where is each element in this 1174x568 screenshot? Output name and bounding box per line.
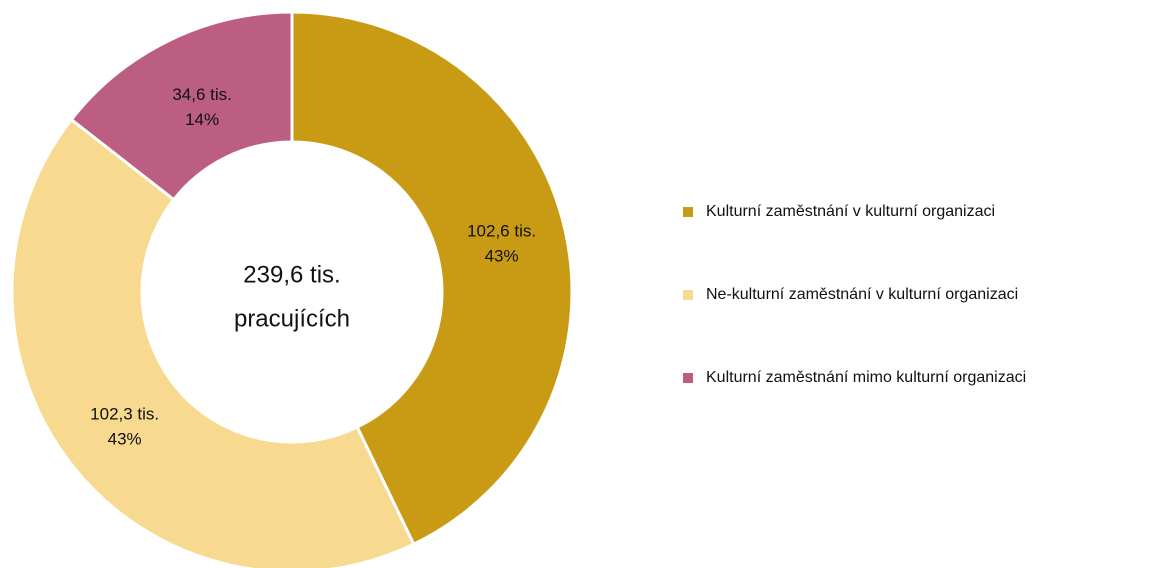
legend-swatch	[683, 207, 693, 217]
slice-label: 14%	[185, 110, 219, 129]
slice	[10, 117, 416, 568]
slice-label: 43%	[485, 247, 519, 266]
legend-text: Kulturní zaměstnání v kulturní organizac…	[706, 203, 995, 220]
legend-swatch	[683, 373, 693, 383]
legend-text: Kulturní zaměstnání mimo kulturní organi…	[706, 369, 1026, 386]
slice	[69, 10, 294, 202]
slice	[290, 10, 574, 547]
center-label: 239,6 tis.	[243, 261, 340, 288]
slice-label: 43%	[108, 429, 142, 448]
slice-label: 102,6 tis.	[467, 222, 536, 241]
legend-swatch	[683, 290, 693, 300]
slice-label: 102,3 tis.	[90, 404, 159, 423]
slice-label: 34,6 tis.	[172, 85, 232, 104]
legend-text: Ne-kulturní zaměstnání v kulturní organi…	[706, 286, 1018, 303]
center-label: pracujících	[234, 305, 350, 332]
